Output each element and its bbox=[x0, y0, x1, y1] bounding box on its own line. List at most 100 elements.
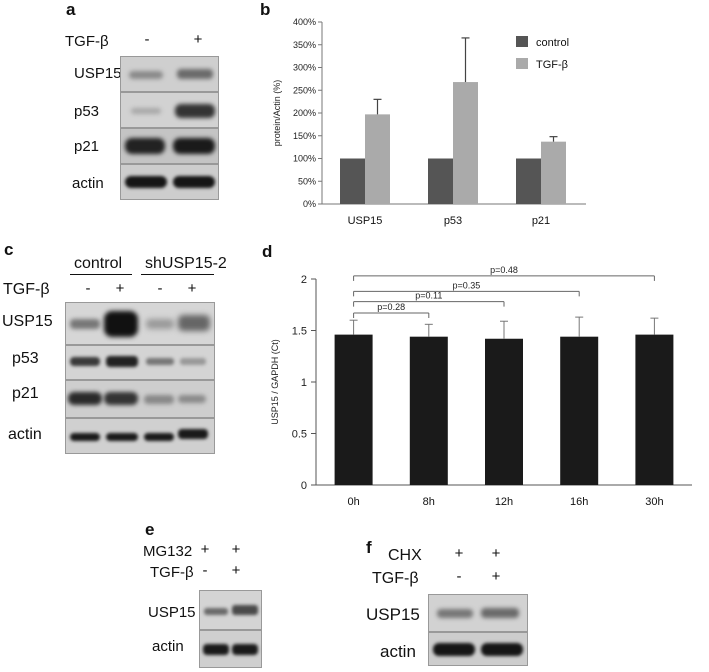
panel-a-lane-p21 bbox=[120, 128, 219, 164]
y-tick-label: 50% bbox=[298, 176, 316, 186]
y-tick-label: 200% bbox=[293, 108, 316, 118]
bar-30h bbox=[635, 334, 674, 485]
panel-c-group-control-bar bbox=[70, 274, 132, 275]
panel-f-treatment-1: CHX bbox=[388, 547, 422, 564]
panel-c-sign-4: + bbox=[187, 280, 197, 297]
panel-e-sign-1-2: + bbox=[231, 541, 241, 558]
legend-swatch bbox=[516, 58, 528, 69]
bar-TGF-USP15 bbox=[365, 114, 390, 204]
panel-a-row-label-p53: p53 bbox=[74, 103, 100, 120]
comparison-label: p=0.35 bbox=[453, 280, 481, 290]
panel-d-chart: 0 0.5 1 1.5 2 USP15 / GAPDH (Ct) 0h 8h 12h 16h 30h… bbox=[270, 265, 692, 508]
panel-c-row-label-actin: actin bbox=[8, 426, 42, 443]
legend-swatch bbox=[516, 36, 528, 47]
panel-a-letter: a bbox=[66, 0, 76, 19]
x-tick-label: USP15 bbox=[348, 215, 383, 227]
y-tick-label: 150% bbox=[293, 131, 316, 141]
y-tick-label: 0.5 bbox=[292, 429, 307, 441]
x-tick-label: p21 bbox=[532, 215, 550, 227]
y-tick-label: 1.5 bbox=[292, 326, 307, 338]
panel-f-sign-1-2: + bbox=[491, 545, 501, 562]
panel-a-treatment-label: TGF-β bbox=[65, 33, 109, 50]
panel-f-sign-1-1: + bbox=[454, 545, 464, 562]
panel-c-row-label-p21: p21 bbox=[12, 385, 39, 402]
y-tick-label: 0 bbox=[301, 480, 307, 492]
bar-control-p21 bbox=[516, 158, 541, 204]
panel-e-letter: e bbox=[145, 520, 155, 539]
panel-f-sign-2-2: + bbox=[491, 568, 501, 585]
panel-c-treatment-label: TGF-β bbox=[3, 281, 50, 298]
panel-c-letter: c bbox=[4, 240, 14, 259]
bar-16h bbox=[560, 336, 599, 485]
panel-c-group-control: control bbox=[74, 255, 123, 272]
panel-c-row-label-usp15: USP15 bbox=[2, 313, 53, 330]
y-tick-label: 400% bbox=[293, 17, 316, 27]
panel-b-letter: b bbox=[260, 0, 271, 19]
bar-control-p53 bbox=[428, 158, 453, 204]
panel-e-sign-2-2: + bbox=[231, 562, 241, 579]
y-axis-label: protein/Actin (%) bbox=[272, 80, 282, 147]
panel-c-sign-3: - bbox=[157, 280, 163, 297]
bar-0h bbox=[334, 334, 373, 485]
panel-f-lane-usp15 bbox=[428, 594, 528, 632]
panel-a-blot bbox=[120, 56, 219, 200]
panel-f-treatment-2: TGF-β bbox=[372, 570, 419, 587]
panel-a-sign-1: - bbox=[144, 31, 150, 48]
panel-c-sign-1: - bbox=[85, 280, 91, 297]
panel-c-group-shusp15-bar bbox=[141, 274, 214, 275]
comparison-label: p=0.28 bbox=[377, 302, 405, 312]
panel-f-row-label-usp15: USP15 bbox=[366, 605, 420, 624]
y-tick-label: 2 bbox=[301, 274, 307, 286]
legend-label: control bbox=[536, 37, 569, 49]
panel-f-letter: f bbox=[366, 538, 372, 557]
panel-a-row-label-actin: actin bbox=[72, 175, 104, 192]
bar-control-USP15 bbox=[340, 158, 365, 204]
x-tick-label: 8h bbox=[423, 496, 435, 508]
panel-e-lane-usp15 bbox=[199, 590, 262, 630]
panel-f-sign-2-1: - bbox=[456, 568, 462, 585]
panel-f-blot bbox=[428, 594, 528, 666]
bar-TGF-p21 bbox=[541, 141, 566, 204]
panel-c-lane-usp15 bbox=[65, 302, 215, 345]
bar-12h bbox=[485, 338, 523, 485]
panel-e-treatment-1: MG132 bbox=[143, 543, 193, 560]
panel-c-lane-p21 bbox=[65, 380, 215, 418]
panel-e-blot bbox=[199, 590, 262, 668]
bar-8h bbox=[409, 336, 448, 485]
x-tick-label: 16h bbox=[570, 496, 588, 508]
panel-e-treatment-2: TGF-β bbox=[150, 564, 194, 581]
x-tick-label: 0h bbox=[347, 496, 359, 508]
y-tick-label: 1 bbox=[301, 377, 307, 389]
y-tick-label: 0% bbox=[303, 199, 316, 209]
panel-a-lane-p53 bbox=[120, 92, 219, 128]
panel-a-lane-actin bbox=[120, 164, 219, 200]
panel-e-lane-actin bbox=[199, 630, 262, 668]
panel-a-row-label-usp15: USP15 bbox=[74, 65, 122, 82]
x-tick-label: 12h bbox=[495, 496, 513, 508]
panel-b-chart: 0% 50% 100% 150% 200% 250% 300% 350% 400% protein… bbox=[272, 17, 586, 227]
panel-c-lane-p53 bbox=[65, 345, 215, 380]
panel-e-row-label-actin: actin bbox=[152, 638, 184, 655]
panel-f-row-label-actin: actin bbox=[380, 642, 416, 661]
panel-c-lane-actin bbox=[65, 418, 215, 454]
panel-f-lane-actin bbox=[428, 632, 528, 666]
x-tick-label: 30h bbox=[645, 496, 663, 508]
x-tick-label: p53 bbox=[444, 215, 462, 227]
legend-label: TGF-β bbox=[536, 59, 568, 71]
y-tick-label: 300% bbox=[293, 63, 316, 73]
panel-a-row-label-p21: p21 bbox=[74, 138, 100, 155]
comparison-label: p=0.11 bbox=[415, 291, 442, 301]
panel-c-row-label-p53: p53 bbox=[12, 350, 39, 367]
panel-d-letter: d bbox=[262, 242, 273, 261]
bar-TGF-p53 bbox=[453, 82, 478, 204]
y-tick-label: 350% bbox=[293, 40, 316, 50]
panel-c-group-shusp15: shUSP15-2 bbox=[145, 255, 227, 272]
panel-a-sign-2: + bbox=[193, 31, 203, 48]
y-tick-label: 100% bbox=[293, 154, 316, 164]
panel-e-row-label-usp15: USP15 bbox=[148, 604, 196, 621]
y-tick-label: 250% bbox=[293, 85, 316, 95]
panel-a-lane-usp15 bbox=[120, 56, 219, 92]
panel-e-sign-2-1: - bbox=[202, 562, 208, 579]
comparison-label: p=0.48 bbox=[490, 265, 518, 275]
panel-c-sign-2: + bbox=[115, 280, 125, 297]
